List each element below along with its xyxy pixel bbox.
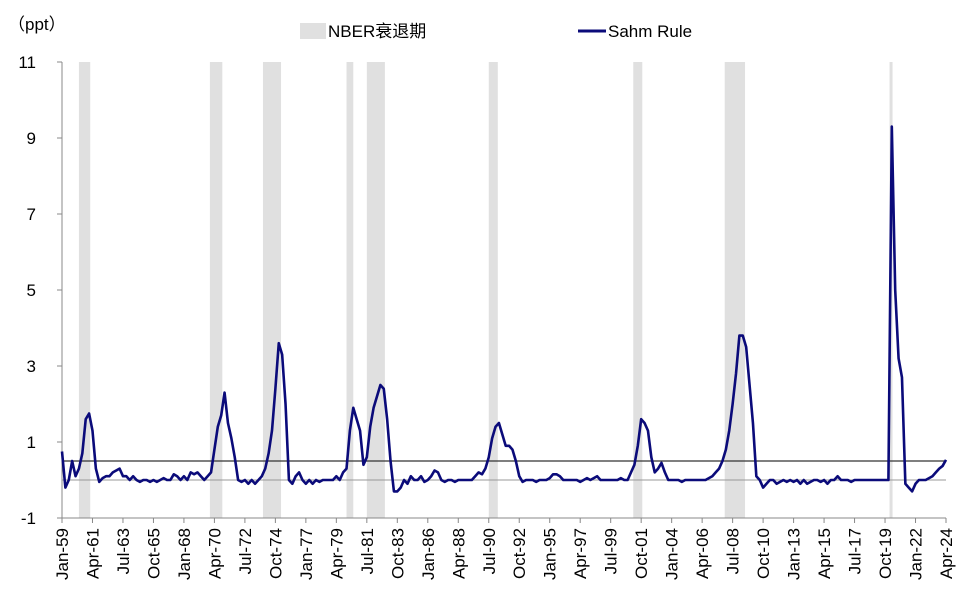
y-tick-label: 9 [27, 129, 36, 148]
x-tick-label: Jan-95 [541, 528, 560, 580]
x-tick-label: Jul-81 [358, 528, 377, 574]
recession-band [724, 62, 746, 518]
x-tick-label: Oct-01 [632, 528, 651, 579]
x-tick-label: Jan-68 [175, 528, 194, 580]
x-tick-label: Apr-88 [449, 528, 468, 579]
x-tick-label: Oct-10 [754, 528, 773, 579]
recession-band [366, 62, 385, 518]
x-tick-label: Oct-83 [388, 528, 407, 579]
x-tick-label: Oct-19 [876, 528, 895, 579]
x-tick-label: Apr-61 [83, 528, 102, 579]
x-tick-label: Oct-74 [266, 528, 285, 579]
x-tick-label: Apr-06 [693, 528, 712, 579]
x-tick-label: Jan-86 [419, 528, 438, 580]
x-tick-label: Apr-97 [571, 528, 590, 579]
recession-band [78, 62, 91, 518]
x-tick-label: Apr-70 [205, 528, 224, 579]
series-line [60, 125, 948, 493]
recession-band [262, 62, 282, 518]
legend-swatch [300, 23, 326, 39]
y-tick-label: 1 [27, 433, 36, 452]
x-tick-label: Oct-65 [144, 528, 163, 579]
x-tick-label: Oct-92 [510, 528, 529, 579]
x-tick-label: Jul-72 [236, 528, 255, 574]
recession-band [209, 62, 223, 518]
recession-band [633, 62, 643, 518]
recession-band [488, 62, 498, 518]
x-tick-label: Apr-24 [937, 528, 956, 579]
x-tick-label: Jul-08 [724, 528, 743, 574]
recession-bands [78, 62, 893, 518]
x-tick-label: Jul-63 [114, 528, 133, 574]
x-tick-label: Jan-59 [53, 528, 72, 580]
x-tick-label: Apr-79 [327, 528, 346, 579]
legend-label: NBER衰退期 [328, 22, 426, 41]
x-tick-label: Jan-13 [785, 528, 804, 580]
y-tick-label: 7 [27, 205, 36, 224]
x-tick-label: Jan-22 [907, 528, 926, 580]
x-tick-label: Jan-77 [297, 528, 316, 580]
x-tick-label: Jul-17 [846, 528, 865, 574]
y-tick-label: 11 [18, 53, 36, 72]
y-unit-label: （ppt） [8, 15, 66, 34]
y-tick-label: 5 [27, 281, 36, 300]
legend-label: Sahm Rule [608, 22, 692, 41]
y-tick-label: -1 [21, 509, 36, 528]
x-tick-label: Jul-90 [480, 528, 499, 574]
x-tick-label: Apr-15 [815, 528, 834, 579]
y-tick-label: 3 [27, 357, 36, 376]
x-tick-label: Jan-04 [663, 528, 682, 580]
x-tick-label: Jul-99 [602, 528, 621, 574]
recession-band [346, 62, 354, 518]
